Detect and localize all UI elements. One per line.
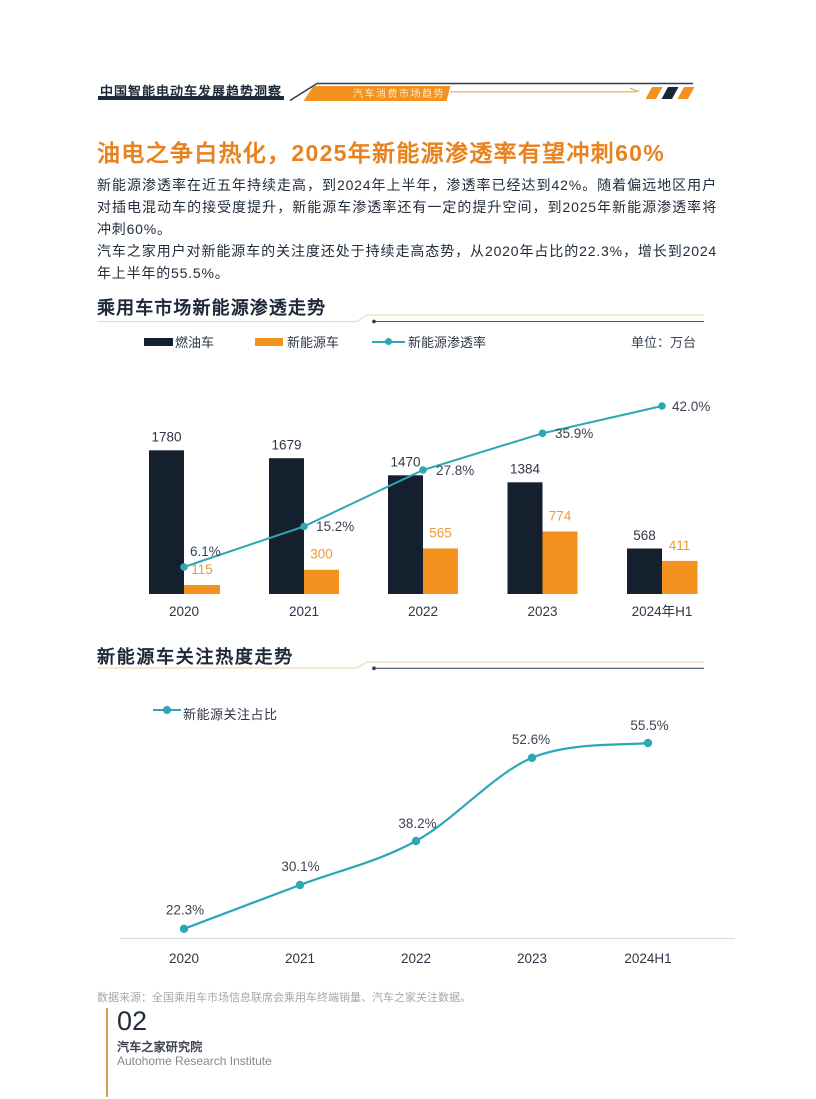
svg-text:300: 300	[310, 547, 333, 562]
svg-text:568: 568	[633, 528, 656, 543]
svg-text:30.1%: 30.1%	[281, 859, 319, 874]
svg-text:22.3%: 22.3%	[166, 903, 204, 918]
svg-text:1679: 1679	[271, 438, 301, 453]
svg-text:1470: 1470	[390, 455, 420, 470]
svg-text:774: 774	[549, 509, 572, 524]
svg-text:2024年H1: 2024年H1	[632, 604, 693, 619]
svg-text:115: 115	[191, 562, 213, 577]
svg-text:6.1%: 6.1%	[190, 544, 221, 559]
svg-text:2022: 2022	[408, 604, 438, 619]
svg-text:1384: 1384	[510, 462, 541, 477]
svg-text:55.5%: 55.5%	[630, 718, 668, 733]
svg-text:2020: 2020	[169, 604, 199, 619]
svg-text:565: 565	[429, 526, 452, 541]
svg-text:38.2%: 38.2%	[398, 816, 436, 831]
svg-text:2022: 2022	[401, 951, 431, 966]
svg-text:52.6%: 52.6%	[512, 732, 550, 747]
svg-text:2023: 2023	[517, 951, 547, 966]
svg-text:15.2%: 15.2%	[316, 519, 354, 534]
svg-text:汽车消费市场趋势: 汽车消费市场趋势	[353, 87, 445, 100]
svg-text:42.0%: 42.0%	[672, 399, 710, 414]
svg-text:2021: 2021	[285, 951, 315, 966]
svg-text:411: 411	[669, 538, 691, 553]
svg-text:35.9%: 35.9%	[555, 426, 593, 441]
svg-text:27.8%: 27.8%	[436, 463, 474, 478]
svg-text:2023: 2023	[527, 604, 557, 619]
svg-text:2021: 2021	[289, 604, 319, 619]
svg-text:2020: 2020	[169, 951, 199, 966]
svg-text:2024H1: 2024H1	[624, 951, 671, 966]
svg-text:1780: 1780	[151, 430, 181, 445]
